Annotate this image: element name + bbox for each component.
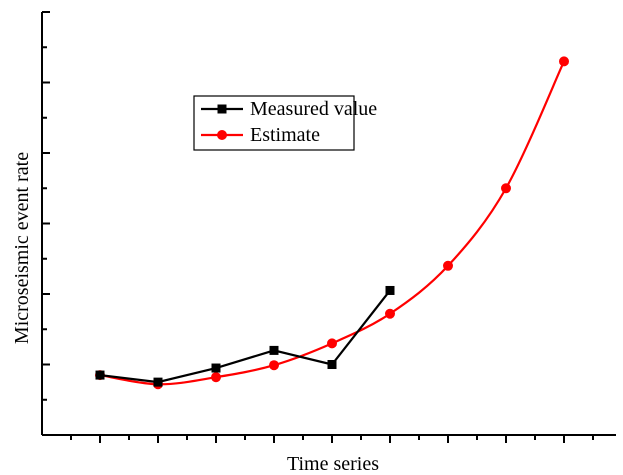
- data-point: [385, 308, 395, 319]
- data-point: [327, 360, 337, 369]
- y-axis-title: Microseismic event rate: [11, 152, 33, 344]
- data-point: [95, 370, 105, 380]
- data-point: [559, 56, 569, 67]
- data-point: [443, 260, 453, 271]
- x-axis-title: Time series: [287, 453, 379, 475]
- data-point: [327, 338, 337, 349]
- x-ticks: [70, 435, 594, 443]
- legend-marker: [217, 130, 227, 140]
- data-point: [153, 377, 163, 387]
- plot-area: [95, 56, 569, 390]
- series-line: [99, 289, 391, 384]
- data-point: [385, 285, 395, 295]
- y-ticks: [42, 11, 50, 401]
- data-point: [269, 360, 279, 371]
- series-measured-value: [95, 285, 395, 387]
- data-point: [501, 183, 511, 194]
- legend-item: Measured value: [201, 98, 377, 120]
- legend: Measured value Estimate: [193, 95, 377, 151]
- legend-label: Measured value: [250, 98, 377, 120]
- legend-label: Estimate: [250, 124, 320, 146]
- legend-marker: [217, 104, 227, 114]
- data-point: [269, 345, 279, 355]
- data-point: [211, 372, 221, 383]
- axes: [41, 11, 616, 443]
- series-estimate: [95, 56, 569, 390]
- legend-item: Estimate: [201, 124, 320, 146]
- data-point: [211, 363, 221, 373]
